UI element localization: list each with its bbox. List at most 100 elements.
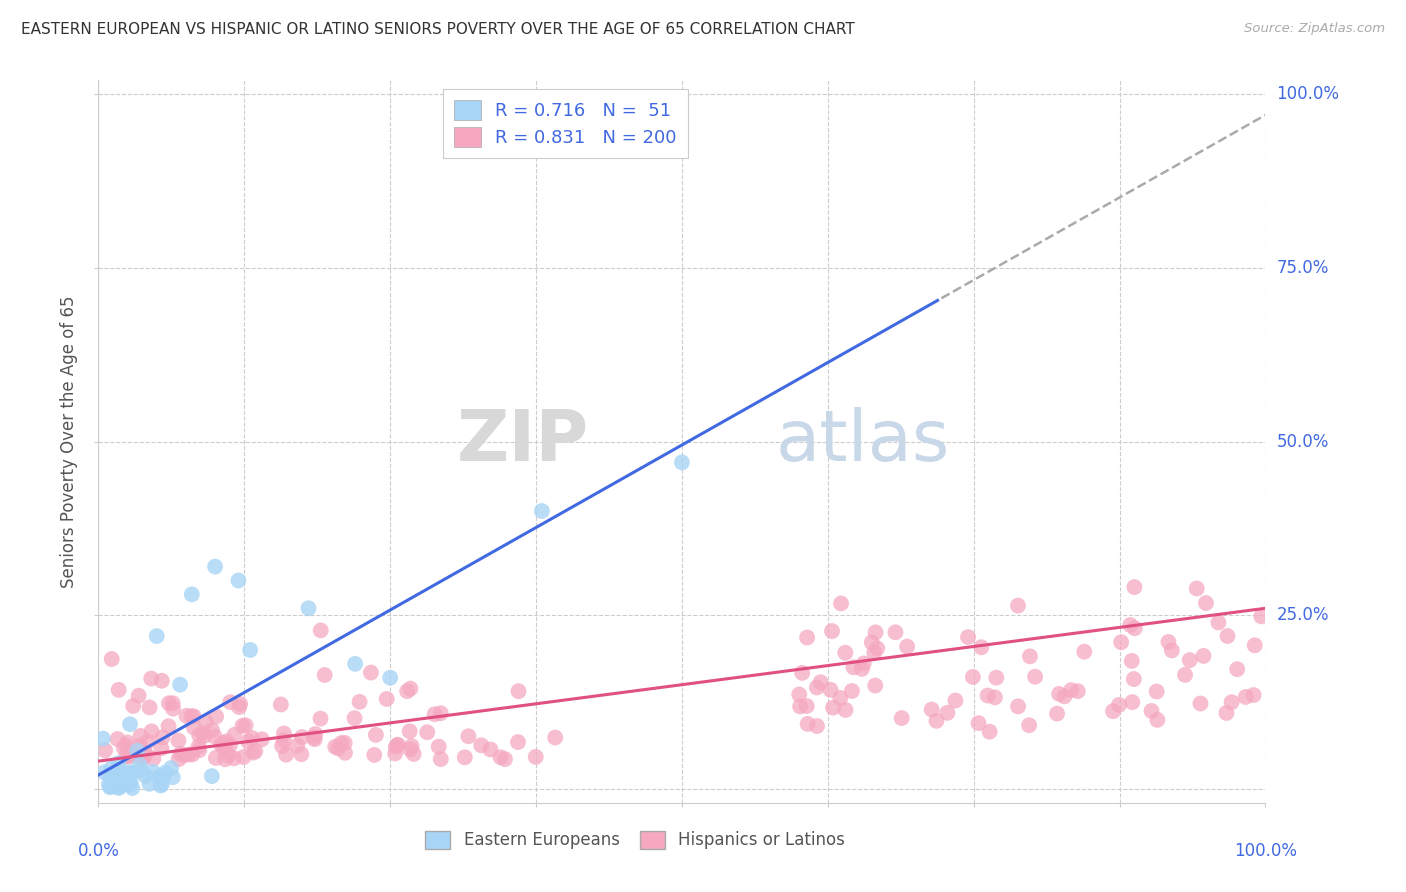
Point xyxy=(176,708,198,723)
Point xyxy=(1243,638,1265,652)
Text: ZIP: ZIP xyxy=(457,407,589,476)
Point xyxy=(1007,699,1029,714)
Point xyxy=(201,723,224,738)
Point xyxy=(177,747,200,762)
Point xyxy=(110,774,132,789)
Point xyxy=(806,681,828,695)
Point xyxy=(98,780,121,795)
Point xyxy=(215,734,238,748)
Point xyxy=(105,768,128,782)
Point xyxy=(834,703,856,717)
Point xyxy=(314,668,336,682)
Point xyxy=(285,739,308,753)
Point xyxy=(131,751,153,765)
Point xyxy=(979,724,1001,739)
Point xyxy=(429,706,451,721)
Point xyxy=(239,643,262,657)
Point xyxy=(167,752,190,766)
Point xyxy=(796,631,818,645)
Point xyxy=(387,738,409,752)
Point xyxy=(162,696,184,710)
Point xyxy=(110,764,132,779)
Point xyxy=(1146,684,1168,698)
Point xyxy=(1007,599,1029,613)
Point xyxy=(118,778,141,792)
Point xyxy=(214,741,236,756)
Point xyxy=(141,724,163,739)
Point xyxy=(830,596,852,610)
Point xyxy=(100,779,122,793)
Point xyxy=(183,709,205,723)
Point xyxy=(1234,690,1257,704)
Point xyxy=(91,731,114,746)
Point xyxy=(398,724,420,739)
Point xyxy=(454,750,477,764)
Point xyxy=(218,748,240,763)
Point xyxy=(211,739,233,753)
Point xyxy=(506,735,529,749)
Point xyxy=(121,748,143,763)
Point xyxy=(343,711,366,725)
Point xyxy=(117,749,139,764)
Point xyxy=(273,733,295,747)
Point xyxy=(150,673,173,688)
Point xyxy=(205,751,228,765)
Point xyxy=(238,734,260,748)
Point xyxy=(204,559,226,574)
Point xyxy=(228,574,250,588)
Point xyxy=(1047,687,1070,701)
Point xyxy=(1157,635,1180,649)
Point xyxy=(396,684,419,698)
Point xyxy=(1195,596,1218,610)
Point xyxy=(789,699,811,714)
Point xyxy=(1102,704,1125,718)
Point xyxy=(402,747,425,761)
Point xyxy=(796,699,818,714)
Point xyxy=(118,717,141,731)
Point xyxy=(152,731,174,745)
Point xyxy=(169,678,191,692)
Point xyxy=(1215,706,1237,720)
Point xyxy=(205,709,228,723)
Point xyxy=(866,641,889,656)
Point xyxy=(489,750,512,764)
Point xyxy=(187,739,209,754)
Point xyxy=(1060,683,1083,698)
Point xyxy=(479,742,502,756)
Point xyxy=(141,672,163,686)
Point xyxy=(201,769,224,783)
Point xyxy=(100,652,122,666)
Text: atlas: atlas xyxy=(775,407,949,476)
Point xyxy=(112,741,135,756)
Point xyxy=(224,728,246,742)
Point xyxy=(107,756,129,771)
Point xyxy=(890,711,912,725)
Point xyxy=(1067,684,1090,698)
Point xyxy=(228,700,250,714)
Point xyxy=(1123,580,1146,594)
Point xyxy=(494,752,516,766)
Point xyxy=(860,635,883,649)
Point xyxy=(149,779,172,793)
Point xyxy=(884,625,907,640)
Point xyxy=(1121,654,1143,668)
Point xyxy=(188,728,211,742)
Point xyxy=(297,601,319,615)
Point xyxy=(150,741,173,756)
Point xyxy=(193,729,215,743)
Point xyxy=(810,675,832,690)
Point xyxy=(97,777,120,791)
Point xyxy=(792,665,814,680)
Point xyxy=(865,679,887,693)
Point xyxy=(1192,648,1215,663)
Point xyxy=(148,770,170,784)
Point xyxy=(1024,670,1046,684)
Point xyxy=(544,731,567,745)
Point xyxy=(423,707,446,722)
Point xyxy=(1018,718,1040,732)
Point xyxy=(302,731,325,745)
Point xyxy=(984,690,1007,705)
Point xyxy=(94,743,117,757)
Point xyxy=(957,630,980,644)
Point xyxy=(100,761,122,775)
